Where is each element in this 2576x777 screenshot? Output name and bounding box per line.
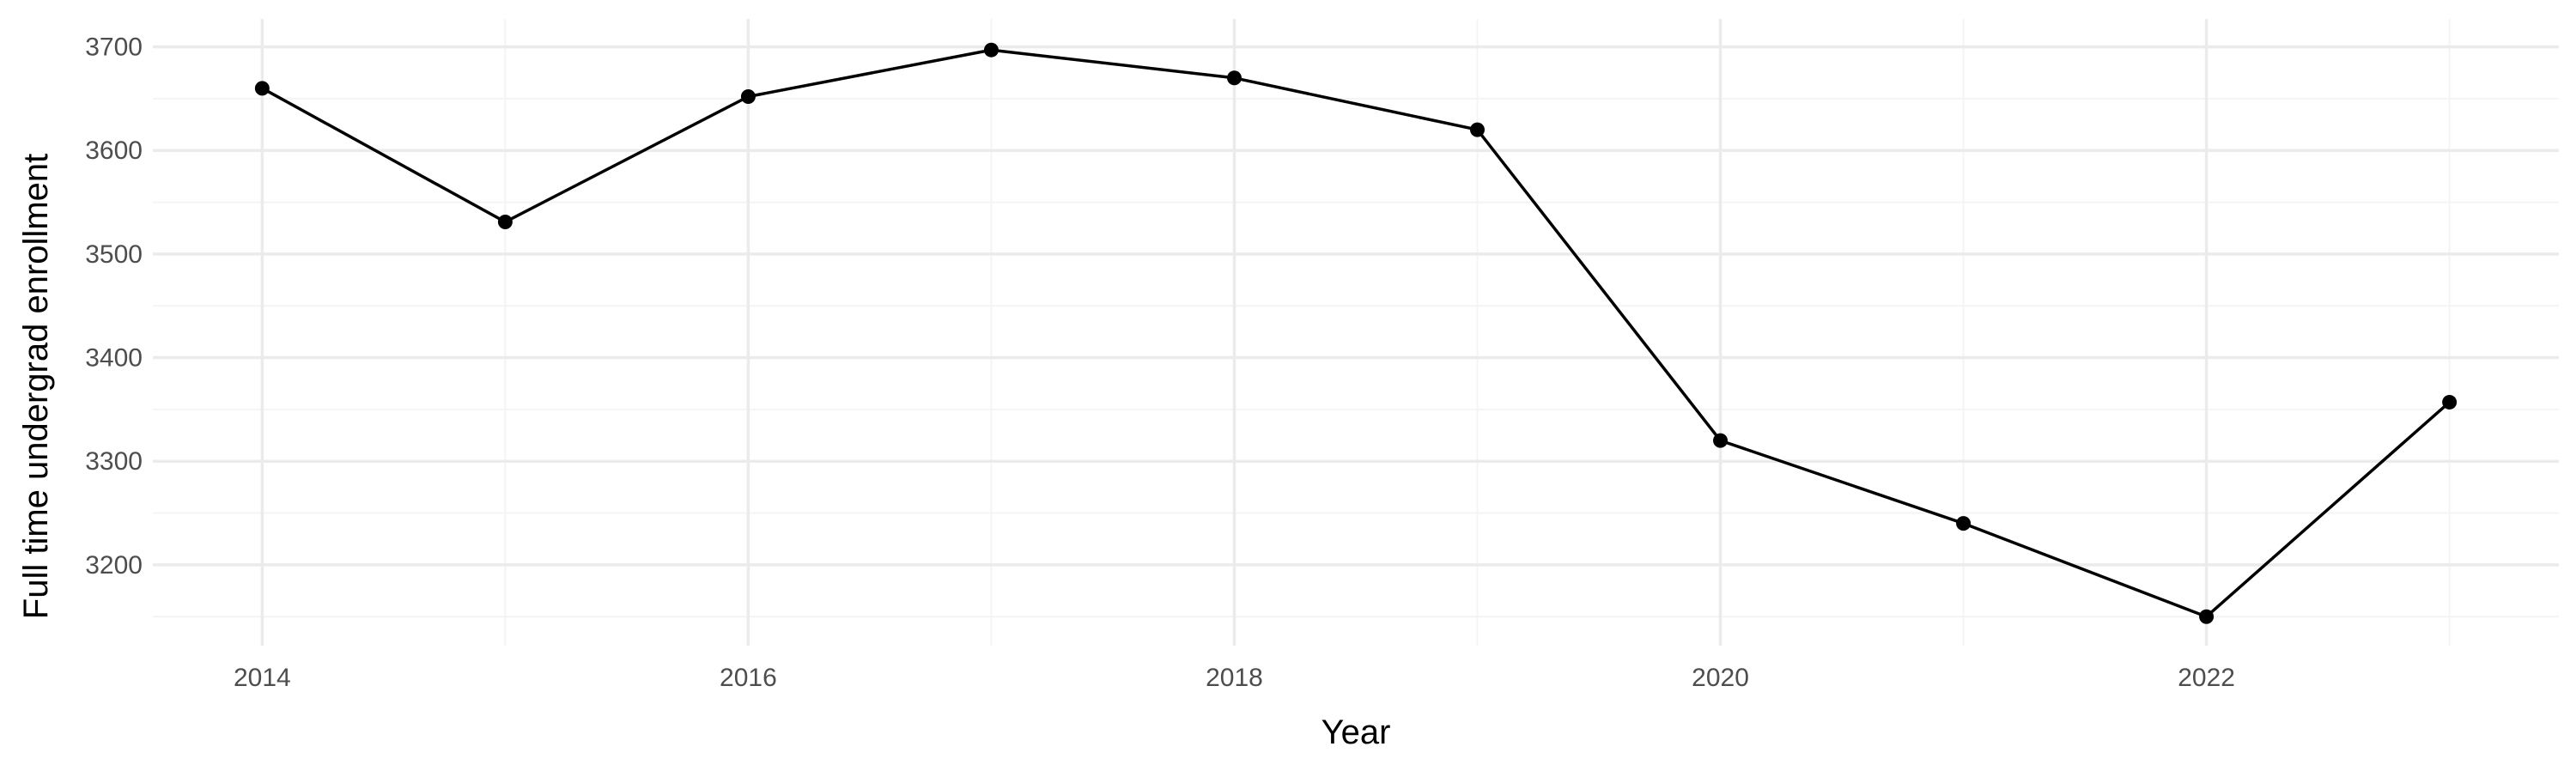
x-tick-label: 2018 (1206, 664, 1263, 692)
series-line (261, 48, 2451, 618)
x-tick-label: 2022 (2178, 664, 2235, 692)
data-point (1226, 70, 1242, 86)
series-layer (254, 42, 2458, 624)
data-point (497, 214, 513, 229)
x-tick-label: 2014 (234, 664, 291, 692)
y-tick-label: 3300 (85, 447, 143, 476)
x-tick-label: 2016 (720, 664, 777, 692)
x-axis-title: Year (1321, 713, 1391, 751)
y-axis-title: Full time undergrad enrollment (17, 154, 55, 619)
y-tick-label: 3200 (85, 551, 143, 580)
data-point (983, 42, 999, 58)
data-point (1713, 433, 1728, 448)
y-tick-label: 3600 (85, 137, 143, 165)
data-point (2442, 394, 2458, 410)
y-tick-label: 3400 (85, 344, 143, 373)
data-point (1470, 122, 1485, 137)
data-point (2199, 609, 2215, 624)
y-tick-label: 3500 (85, 240, 143, 269)
data-point (1956, 516, 1971, 531)
y-tick-label: 3700 (85, 33, 143, 62)
x-axis-ticks: 2014 2016 2018 2020 2022 (234, 664, 2235, 692)
minor-gridlines (153, 19, 2559, 646)
x-tick-label: 2020 (1692, 664, 1749, 692)
data-point (254, 81, 270, 96)
data-point (740, 88, 756, 104)
y-axis-ticks: 3200 3300 3400 3500 3600 3700 (85, 33, 143, 580)
major-gridlines (153, 19, 2559, 646)
